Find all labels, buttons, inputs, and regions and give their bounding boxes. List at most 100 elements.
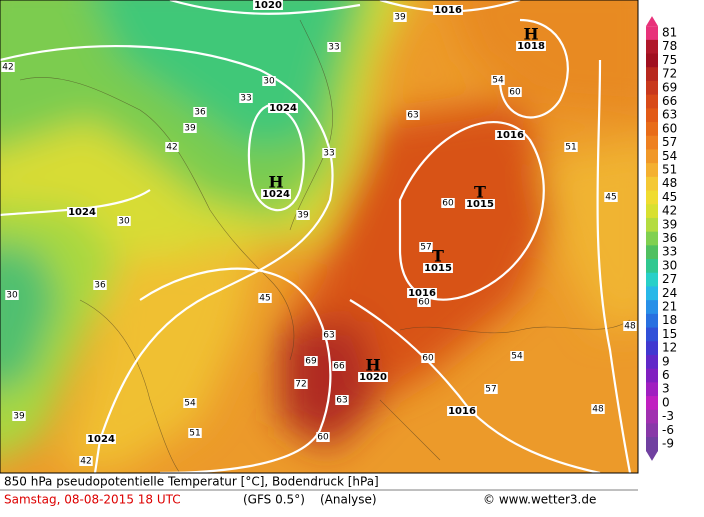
colorbar-label: 66 bbox=[662, 94, 677, 108]
temperature-label-box bbox=[564, 142, 578, 152]
colorbar-label: 33 bbox=[662, 245, 677, 259]
colorbar-top-arrow bbox=[646, 16, 658, 27]
center-letter: T bbox=[432, 247, 444, 266]
temperature-label-box bbox=[12, 411, 26, 421]
temperature-label-box bbox=[5, 290, 19, 300]
isobar-label: 1024 bbox=[68, 207, 96, 218]
temperature-label-box bbox=[491, 75, 505, 85]
temperature-label: 33 bbox=[240, 94, 251, 104]
center-pressure: 1015 bbox=[466, 199, 494, 210]
temperature-label-box bbox=[93, 280, 107, 290]
colorbar-label: 6 bbox=[662, 368, 670, 382]
center-pressure-box bbox=[358, 372, 388, 382]
temperature-label-box bbox=[327, 42, 341, 52]
colorbar-swatch bbox=[646, 108, 658, 123]
colorbar-swatch bbox=[646, 122, 658, 137]
colorbar-swatch bbox=[646, 53, 658, 68]
temperature-label: 60 bbox=[317, 433, 329, 443]
colorbar-swatch bbox=[646, 217, 658, 233]
temperature-label: 54 bbox=[492, 76, 504, 86]
temperature-label: 33 bbox=[323, 149, 334, 159]
center-pressure-box bbox=[423, 263, 453, 273]
isobar-label-box bbox=[67, 207, 97, 217]
temperature-label: 39 bbox=[184, 124, 196, 134]
temperature-label-box bbox=[441, 198, 455, 208]
colorbar-swatch bbox=[646, 163, 658, 178]
colorbar-swatch bbox=[646, 67, 658, 82]
temperature-label: 48 bbox=[624, 322, 636, 332]
temperature-label: 36 bbox=[94, 281, 106, 291]
temperature-label: 63 bbox=[323, 331, 334, 341]
colorbar-label: 69 bbox=[662, 80, 677, 94]
temperature-label-box bbox=[294, 379, 308, 389]
isobar-label-box bbox=[407, 288, 437, 298]
colorbar-label: 81 bbox=[662, 26, 677, 40]
temperature-label-box bbox=[421, 353, 435, 363]
colorbar-swatch bbox=[646, 176, 658, 192]
temperature-label-box bbox=[239, 93, 253, 103]
colorbar-label: 3 bbox=[662, 382, 670, 396]
isobar-label: 1016 bbox=[496, 130, 524, 141]
colorbar-swatch bbox=[646, 368, 658, 383]
temperature-label-box bbox=[117, 216, 131, 226]
temperature-label-box bbox=[484, 384, 498, 394]
colorbar-swatch bbox=[646, 26, 658, 41]
colorbar-label: 48 bbox=[662, 176, 677, 190]
temperature-label: 54 bbox=[511, 352, 523, 362]
colorbar-label: 15 bbox=[662, 327, 677, 341]
temperature-label-box bbox=[296, 210, 310, 220]
temperature-label-box bbox=[332, 361, 346, 371]
temperature-label-box bbox=[183, 123, 197, 133]
colorbar-bottom-arrow bbox=[646, 450, 658, 461]
isobar-label: 1016 bbox=[448, 406, 476, 417]
colorbar-label: 12 bbox=[662, 341, 677, 355]
temperature-label-box bbox=[165, 142, 179, 152]
colorbar-label: 75 bbox=[662, 53, 677, 67]
temperature-label: 36 bbox=[194, 108, 206, 118]
colorbar-swatch bbox=[646, 409, 658, 424]
temperature-label-box bbox=[262, 76, 276, 86]
colorbar-swatch bbox=[646, 245, 658, 260]
footer-title: 850 hPa pseudopotentielle Temperatur [°C… bbox=[4, 475, 379, 489]
footer-model: (GFS 0.5°) bbox=[243, 493, 305, 507]
colorbar-swatch bbox=[646, 39, 658, 55]
temperature-label: 66 bbox=[333, 362, 345, 372]
colorbar-label: 57 bbox=[662, 135, 677, 149]
temperature-label: 45 bbox=[605, 193, 616, 203]
temperature-label-box bbox=[322, 330, 336, 340]
center-letter: H bbox=[365, 356, 380, 375]
temperature-label-box bbox=[79, 456, 93, 466]
colorbar-swatch bbox=[646, 300, 658, 315]
colorbar-label: 72 bbox=[662, 67, 677, 81]
center-letter: H bbox=[523, 25, 538, 44]
temperature-label: 33 bbox=[328, 43, 339, 53]
temperature-label: 63 bbox=[407, 111, 418, 121]
center-pressure: 1024 bbox=[262, 189, 290, 200]
isobar-label-box bbox=[86, 434, 116, 444]
center-pressure-box bbox=[516, 41, 546, 51]
colorbar-label: 39 bbox=[662, 217, 677, 231]
colorbar-swatch bbox=[646, 286, 658, 301]
colorbar-swatch bbox=[646, 135, 658, 150]
colorbar-swatch bbox=[646, 341, 658, 356]
temperature-label: 60 bbox=[509, 88, 521, 98]
temperature-label: 72 bbox=[295, 380, 306, 390]
colorbar-label: -9 bbox=[662, 437, 674, 451]
colorbar-label: 45 bbox=[662, 190, 677, 204]
center-letter: T bbox=[474, 183, 486, 202]
temperature-label-box bbox=[591, 404, 605, 414]
temperature-label: 54 bbox=[184, 399, 196, 409]
temperature-label-box bbox=[623, 321, 637, 331]
colorbar-label: -6 bbox=[662, 423, 674, 437]
temperature-label-box bbox=[322, 148, 336, 158]
colorbar-swatch bbox=[646, 231, 658, 246]
isobar-label: 1016 bbox=[408, 288, 436, 299]
isobar-label-box bbox=[433, 5, 463, 15]
temperature-label: 42 bbox=[80, 457, 91, 467]
colorbar-swatch bbox=[646, 327, 658, 342]
footer-run: (Analyse) bbox=[320, 493, 377, 507]
colorbar-swatch bbox=[646, 382, 658, 397]
colorbar-swatch bbox=[646, 190, 658, 205]
colorbar-swatch bbox=[646, 437, 658, 452]
